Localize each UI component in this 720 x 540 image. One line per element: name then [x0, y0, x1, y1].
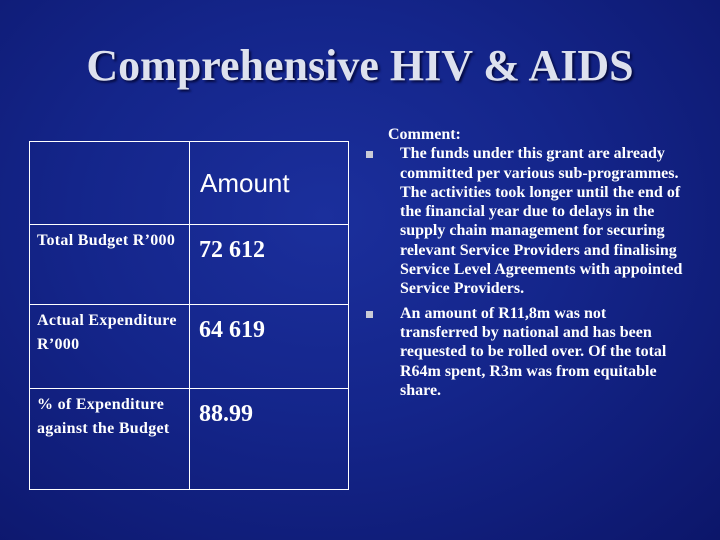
comment-bullet: The funds under this grant are already c…	[363, 144, 683, 298]
percent-expenditure-label: % of Expenditure against the Budget	[29, 388, 190, 490]
budget-table: Amount Total Budget R’000 72 612 Actual …	[29, 141, 349, 490]
comment-bullet-text: The funds under this grant are already c…	[400, 145, 683, 298]
header-empty-cell	[29, 141, 190, 225]
table-row: Total Budget R’000 72 612	[29, 224, 349, 305]
square-bullet-icon	[366, 310, 373, 318]
percent-expenditure-value: 88.99	[189, 388, 349, 490]
table-header-row: Amount	[29, 141, 349, 225]
amount-header: Amount	[189, 141, 349, 225]
comment-block: Comment: The funds under this grant are …	[363, 125, 683, 400]
comment-bullet: An amount of R11,8m was not transferred …	[363, 304, 683, 400]
comment-bullet-text: An amount of R11,8m was not transferred …	[400, 304, 667, 399]
actual-expenditure-label: Actual Expenditure R’000	[29, 304, 190, 389]
table-row: Actual Expenditure R’000 64 619	[29, 304, 349, 389]
square-bullet-icon	[366, 151, 373, 159]
total-budget-label: Total Budget R’000	[29, 224, 190, 305]
actual-expenditure-value: 64 619	[189, 304, 349, 389]
total-budget-value: 72 612	[189, 224, 349, 305]
comment-heading: Comment:	[388, 126, 461, 143]
table-row: % of Expenditure against the Budget 88.9…	[29, 388, 349, 490]
slide-title: Comprehensive HIV & AIDS	[86, 41, 634, 90]
